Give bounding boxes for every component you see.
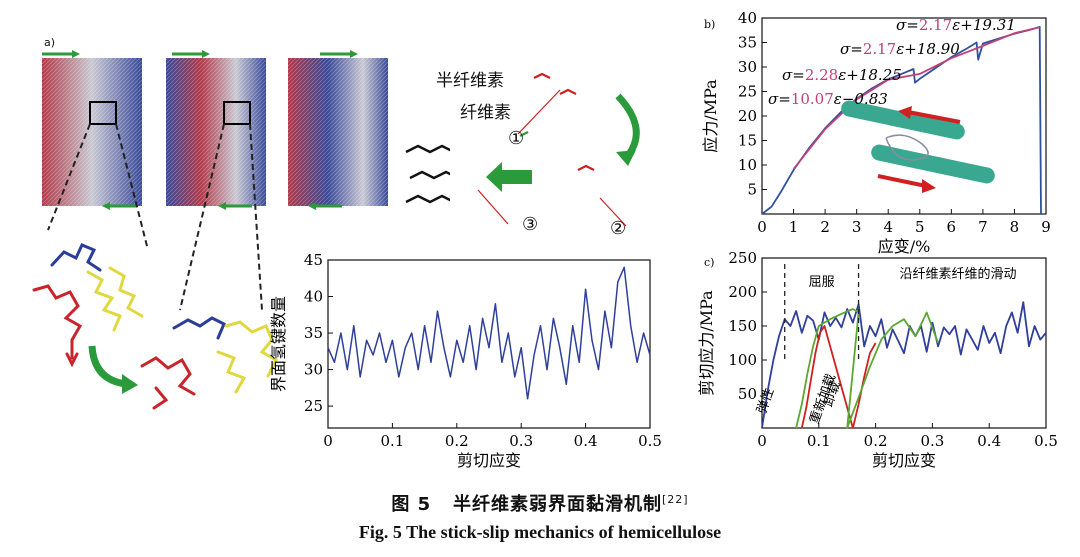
y-tick-label: 150 xyxy=(728,317,757,335)
y-tick-label: 30 xyxy=(304,361,323,379)
lattice-cartoons xyxy=(405,144,450,204)
x-axis-label: 剪切应变 xyxy=(457,451,521,470)
panel-a-label: a) xyxy=(44,36,56,49)
x-tick-label: 1 xyxy=(789,218,799,236)
rod-upper xyxy=(841,100,965,140)
x-tick-label: 0.3 xyxy=(920,432,944,450)
panel-b-label: b) xyxy=(704,18,715,31)
x-tick-label: 0.1 xyxy=(807,432,831,450)
chart-stress-strain: 0 1 2 3 4 5 6 7 8 9 5 10 15 20 25 30 35 40 应变/% 应力/MPa b) σ=2… xyxy=(701,10,1051,256)
y-axis-label: 界面氢键数量 xyxy=(270,296,288,392)
step-marker-2: ② xyxy=(610,218,627,239)
x-tick-label: 8 xyxy=(1010,218,1020,236)
force-arrow-lower xyxy=(877,174,927,188)
plot-frame xyxy=(327,259,651,429)
plot-frame xyxy=(761,257,1047,429)
series-line-unloading xyxy=(800,325,877,429)
y-tick-label: 35 xyxy=(738,34,757,52)
panel-c-label: c) xyxy=(704,256,714,269)
series-line-reloading xyxy=(795,308,939,429)
molecule-cluster-1 xyxy=(32,243,144,368)
y-tick-label: 25 xyxy=(738,83,757,101)
x-tick-label: 4 xyxy=(883,218,893,236)
hemicellulose-label: 半纤维素 xyxy=(436,71,504,91)
y-tick-label: 40 xyxy=(304,288,323,306)
y-tick-label: 100 xyxy=(728,351,757,369)
fit-equation-4: σ=10.07ε−0.83 xyxy=(768,90,888,108)
y-tick-label: 10 xyxy=(738,156,757,174)
x-tick-label: 3 xyxy=(852,218,862,236)
hemicellulose-bridge xyxy=(885,134,929,161)
x-tick-label: 0.5 xyxy=(1034,432,1058,450)
caption-cn-text: 半纤维素弱界面黏滑机制 xyxy=(453,494,662,515)
y-tick-label: 25 xyxy=(304,397,323,415)
y-tick-label: 30 xyxy=(738,58,757,76)
y-tick-label: 20 xyxy=(738,107,757,125)
force-arrow-lower-head xyxy=(922,179,936,193)
x-tick-label: 0.5 xyxy=(638,432,662,450)
cellulose-label: 纤维素 xyxy=(460,103,511,123)
series-line-fit xyxy=(792,26,1040,170)
y-tick-label: 250 xyxy=(728,250,757,267)
chart-hbond: 0 0.1 0.2 0.3 0.4 0.5 25 30 35 40 45 剪切应变 界面氢键数量 xyxy=(270,251,662,470)
series-line-hbonds xyxy=(327,266,651,400)
rod-lower xyxy=(871,144,995,184)
x-tick-label: 5 xyxy=(915,218,925,236)
y-tick-label: 5 xyxy=(747,181,757,199)
x-tick-label: 7 xyxy=(978,218,988,236)
y-tick-label: 40 xyxy=(738,10,757,27)
x-axis-label: 应变/% xyxy=(878,237,931,256)
simulation-box-1 xyxy=(42,50,142,210)
x-tick-label: 0 xyxy=(757,432,767,450)
y-tick-label: 45 xyxy=(304,251,323,269)
force-arrow-upper xyxy=(907,110,961,124)
annotation-elastic: 弹性 xyxy=(755,386,778,416)
x-tick-label: 0.1 xyxy=(380,432,404,450)
step-marker-1: ① xyxy=(508,128,525,149)
y-tick-label: 15 xyxy=(738,132,757,150)
x-tick-label: 9 xyxy=(1041,218,1051,236)
x-tick-label: 0 xyxy=(757,218,767,236)
x-tick-label: 0 xyxy=(323,432,333,450)
molecule-cluster-2 xyxy=(140,316,278,410)
chart-shear: 0 0.1 0.2 0.3 0.4 0.5 50 100 150 200 250 剪切应变 剪切应力/M… xyxy=(697,250,1058,470)
x-tick-label: 0.4 xyxy=(574,432,598,450)
x-tick-label: 0.4 xyxy=(977,432,1001,450)
caption-en: Fig. 5 The stick-slip mechanics of hemic… xyxy=(358,522,722,542)
force-arrow-upper-head xyxy=(898,106,912,119)
caption-cn-prefix: 图 5 xyxy=(391,494,432,515)
x-tick-label: 2 xyxy=(820,218,830,236)
caption-ref: [22] xyxy=(662,493,689,506)
y-tick-label: 35 xyxy=(304,324,323,342)
fit-equation-3: σ=2.28ε+18.25 xyxy=(782,66,902,84)
panel-a-stick-slip-scheme xyxy=(477,72,640,227)
y-axis-label: 应力/MPa xyxy=(701,79,720,153)
x-tick-label: 0.3 xyxy=(509,432,533,450)
annotation-slide: 沿纤维素纤维的滑动 xyxy=(899,266,1016,282)
x-axis-label: 剪切应变 xyxy=(872,451,936,470)
simulation-box-2 xyxy=(166,50,266,210)
y-tick-label: 200 xyxy=(728,283,757,301)
series-line-loading xyxy=(761,301,1047,429)
y-tick-label: 50 xyxy=(738,385,757,403)
panel-a-illustration xyxy=(32,50,450,410)
simulation-box-3 xyxy=(288,50,388,210)
x-tick-label: 0.2 xyxy=(864,432,888,450)
x-tick-label: 0.2 xyxy=(445,432,469,450)
fit-equation-1: σ=2.17ε+19.31 xyxy=(896,16,1016,34)
x-tick-label: 6 xyxy=(947,218,957,236)
step-marker-3: ③ xyxy=(522,214,539,235)
y-axis-label: 剪切应力/MPa xyxy=(697,290,716,396)
fit-equation-2: σ=2.17ε+18.90 xyxy=(840,40,960,58)
cellulose-rods xyxy=(841,100,995,193)
caption-cn: 图 5 半纤维素弱界面黏滑机制[22] xyxy=(0,490,1080,516)
annotation-yield: 屈服 xyxy=(809,275,835,290)
